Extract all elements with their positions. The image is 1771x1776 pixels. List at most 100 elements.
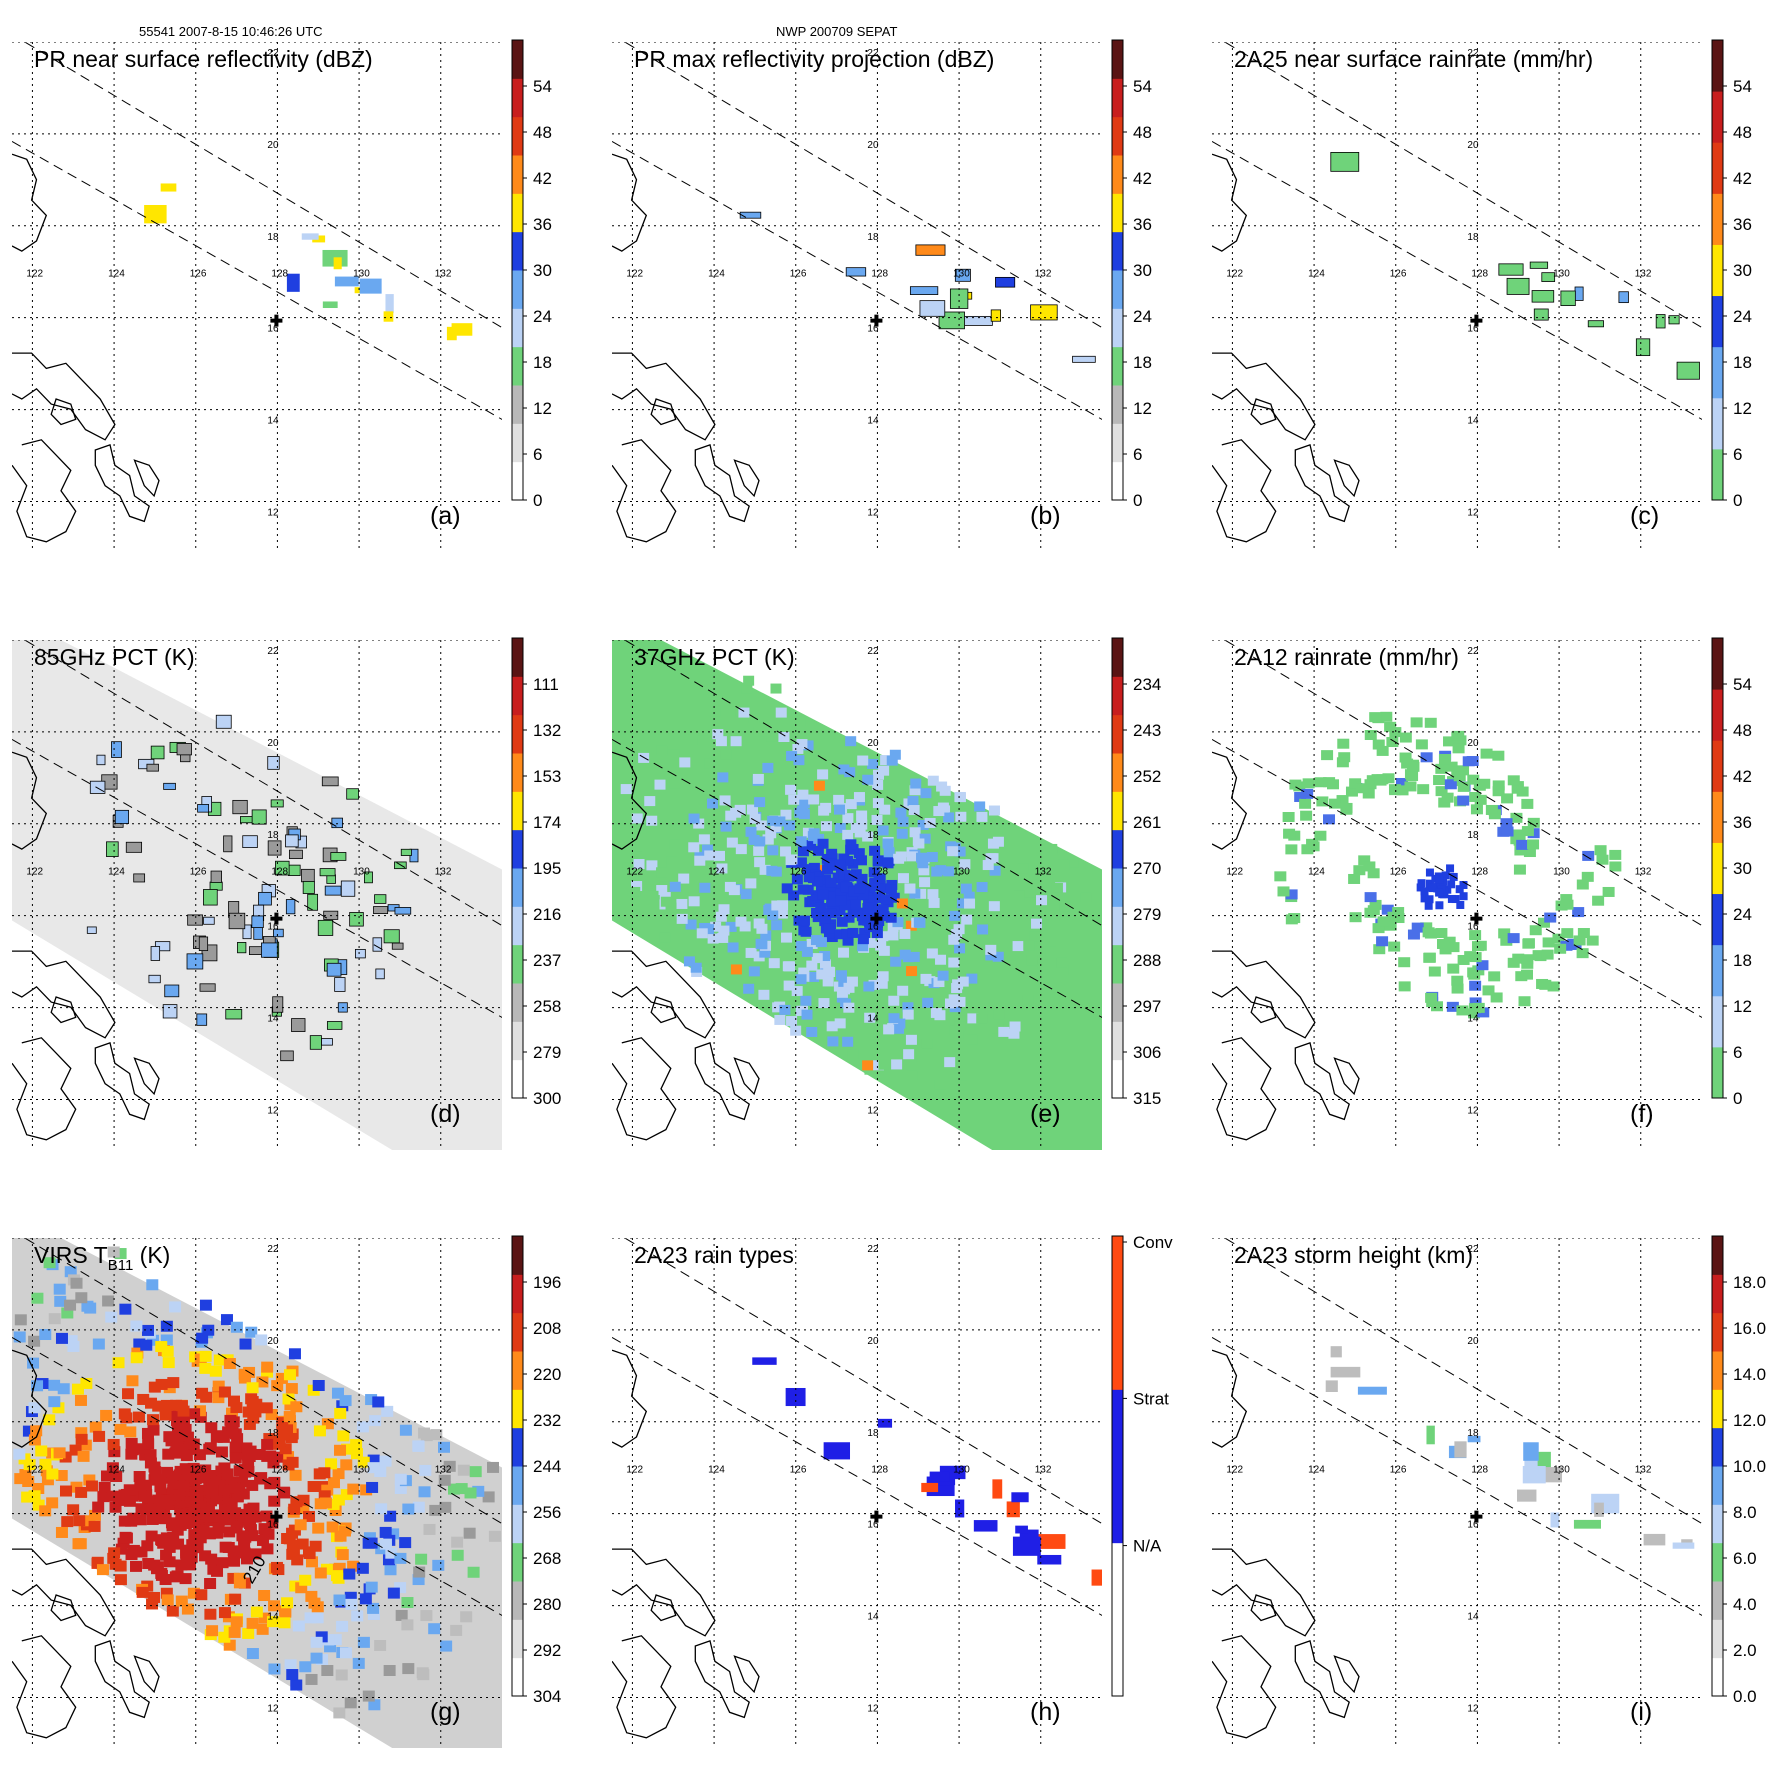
rain-cell [451, 323, 473, 336]
colorbar-bin [1112, 791, 1123, 831]
rain-cell [1676, 361, 1700, 380]
ir-cell [155, 1378, 168, 1390]
pct-cell [781, 932, 793, 943]
rain-cell [1372, 739, 1385, 750]
pct-cell [743, 983, 755, 994]
ir-cell [463, 1527, 476, 1539]
pct-cell [959, 859, 971, 870]
colorbar-tick-label: 6.0 [1733, 1549, 1757, 1568]
pct-cell [394, 907, 412, 915]
pct-cell [779, 1004, 791, 1015]
pct-cell [715, 911, 727, 922]
pct-cell [944, 998, 956, 1009]
ir-cell [423, 1523, 436, 1535]
ir-cell [451, 1549, 464, 1561]
rain-cell [1672, 1542, 1695, 1549]
ir-cell [74, 1394, 87, 1406]
rain-cell [1643, 1533, 1666, 1546]
ir-cell [333, 1594, 346, 1606]
coastline [612, 439, 677, 543]
rain-cell [1609, 849, 1622, 860]
swath-edge-line [1223, 1238, 1702, 1525]
eyewall-cell [1435, 888, 1444, 897]
rain-cell [1325, 1380, 1338, 1393]
pct-cell [735, 844, 747, 855]
pct-cell [993, 1009, 1005, 1020]
pct-cell [977, 924, 989, 935]
colorbar-bin [1712, 1619, 1723, 1659]
ir-cell [352, 1657, 365, 1669]
rain-cell [1314, 830, 1327, 841]
ir-cell [43, 1414, 56, 1426]
pct-cell [263, 936, 276, 944]
longitude-label: 132 [435, 268, 452, 279]
pct-cell [754, 857, 766, 868]
pct-cell [237, 942, 247, 954]
rain-cell [1521, 798, 1534, 809]
colorbar-tick-label: 54 [533, 77, 552, 96]
rain-cell [1550, 1512, 1560, 1528]
pct-cell [820, 821, 832, 832]
pct-cell [258, 891, 272, 906]
ir-cell [379, 1455, 392, 1467]
rain-cell [1424, 928, 1437, 939]
swath-edge-line [612, 141, 1102, 420]
ir-cell [382, 1554, 395, 1566]
rain-cell [1554, 943, 1567, 954]
latitude-label: 12 [267, 507, 279, 518]
colorbar-tick-label: 12 [1133, 399, 1152, 418]
pct-cell [267, 840, 282, 856]
pct-cell [917, 858, 929, 869]
ir-cell [98, 1481, 111, 1493]
ir-cell [169, 1301, 182, 1313]
rain-cell [1488, 971, 1501, 982]
colorbar-tick-label: 6 [533, 445, 542, 464]
colorbar-tick-label: 6 [1733, 445, 1742, 464]
ir-cell [114, 1248, 127, 1260]
panel-letter: (g) [430, 1698, 461, 1726]
rain-cell [938, 311, 965, 330]
latitude-label: 20 [1467, 738, 1479, 749]
ir-cell [311, 1601, 324, 1613]
coastline [733, 1655, 760, 1694]
swath-edge-line [623, 42, 1102, 329]
pct-cell [242, 835, 258, 848]
ir-cell [229, 1507, 242, 1519]
ir-cell [155, 1488, 168, 1500]
colorbar-tick-label: 232 [533, 1411, 561, 1430]
pct-cell [798, 915, 810, 926]
ir-cell [460, 1611, 473, 1623]
colorbar-bin [512, 193, 523, 233]
pct-cell [818, 998, 830, 1009]
rain-cell [1635, 338, 1651, 357]
colorbar-bin [512, 1542, 523, 1582]
latitude-label: 20 [1467, 1336, 1479, 1347]
pct-cell [888, 892, 900, 903]
pct-cell [966, 973, 978, 984]
coastline [94, 444, 150, 523]
colorbar-bin [512, 116, 523, 156]
pct-cell [688, 896, 700, 907]
ir-cell [337, 1430, 350, 1442]
rain-cell [1516, 786, 1529, 797]
pct-cell [875, 940, 887, 951]
pct-cell [957, 976, 969, 987]
ir-cell [80, 1377, 93, 1389]
pct-cell [882, 858, 894, 869]
colorbar-tick-label: 0 [1133, 491, 1142, 510]
swath-background [12, 640, 502, 1150]
coastline [12, 1635, 77, 1739]
pct-cell [816, 969, 828, 980]
pct-cell [778, 732, 790, 743]
colorbar-bin [512, 1021, 523, 1061]
rain-cell [1507, 775, 1520, 786]
pct-cell [825, 908, 837, 919]
pct-cell [926, 948, 938, 959]
colorbar-tick-label: 42 [1133, 169, 1152, 188]
colorbar-bin [512, 1312, 523, 1352]
latitude-label: 12 [867, 507, 879, 518]
ir-cell [450, 1624, 463, 1636]
colorbar-bin [1712, 842, 1723, 895]
ir-cell [100, 1409, 113, 1421]
pct-cell [803, 872, 815, 883]
